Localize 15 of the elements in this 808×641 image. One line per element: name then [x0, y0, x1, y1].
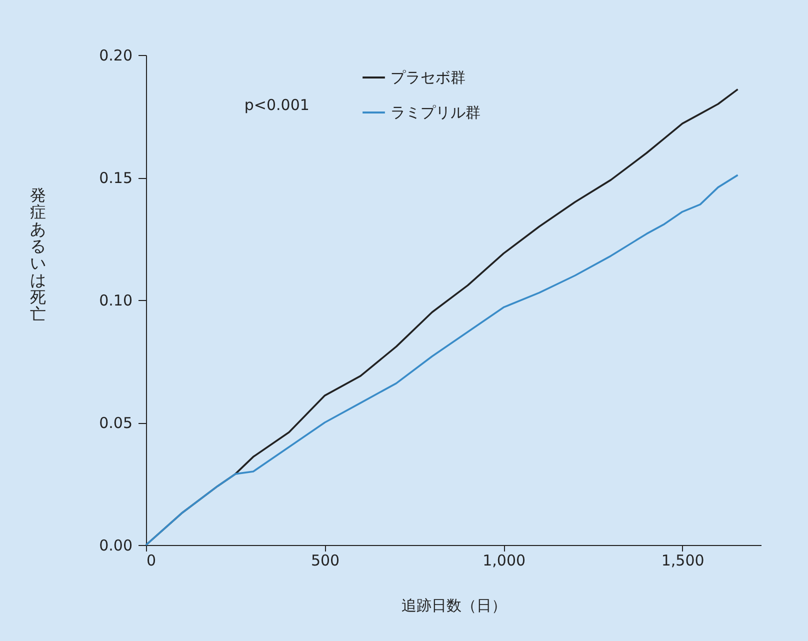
annotation: p<0.001 — [244, 96, 310, 114]
legend-label: プラセボ群 — [390, 68, 466, 86]
x-tick-label: 0 — [146, 552, 156, 570]
legend-label: ラミプリル群 — [390, 104, 480, 122]
x-tick-label: 1,000 — [482, 552, 526, 570]
y-tick-label: 0.20 — [99, 46, 132, 64]
y-tick-label: 0.00 — [99, 536, 132, 554]
y-tick-label: 0.15 — [99, 169, 132, 187]
y-axis-title: 発症あるいは死亡 — [30, 185, 46, 324]
line-series — [145, 174, 739, 546]
y-tick-label: 0.10 — [99, 292, 132, 310]
y-tick-label: 0.05 — [99, 414, 132, 432]
x-tick-label: 500 — [310, 552, 340, 570]
x-axis-title: 追跡日数（日） — [402, 596, 506, 614]
x-tick-label: 1,500 — [661, 552, 704, 570]
